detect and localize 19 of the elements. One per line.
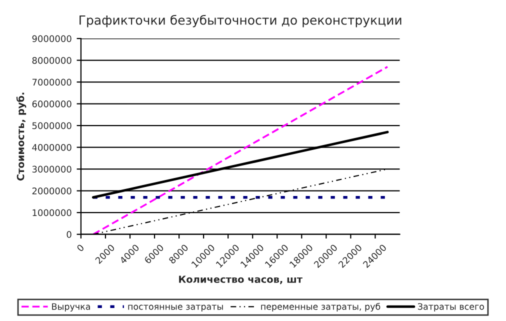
x-axis-title: Количество часов, шт bbox=[179, 276, 302, 284]
legend-label: постоянные затраты bbox=[128, 304, 223, 312]
legend-label: переменные затраты, руб bbox=[261, 302, 380, 312]
legend-label: Выручка bbox=[52, 303, 90, 312]
y-tick-label: 8000000 bbox=[32, 57, 72, 64]
line-series bbox=[92, 66, 388, 234]
chart-title: Графикточки безубыточности до реконструкции bbox=[80, 14, 402, 28]
x-tick-label: 0 bbox=[76, 244, 84, 252]
y-tick-label: 3000000 bbox=[32, 166, 72, 173]
y-tick-label: 9000000 bbox=[32, 35, 72, 42]
y-tick-label: 2000000 bbox=[32, 188, 72, 194]
legend-label: Затраты всего bbox=[418, 303, 484, 312]
y-axis-title: Стоимость, руб. bbox=[16, 92, 26, 181]
y-tick-label: 6000000 bbox=[32, 100, 72, 108]
y-tick-label: 4000000 bbox=[32, 144, 72, 151]
y-tick-label: 5000000 bbox=[32, 122, 72, 130]
y-tick-label: 7000000 bbox=[32, 78, 72, 86]
y-tick-label: 1000000 bbox=[32, 209, 72, 216]
y-tick-label: 0 bbox=[66, 231, 72, 238]
